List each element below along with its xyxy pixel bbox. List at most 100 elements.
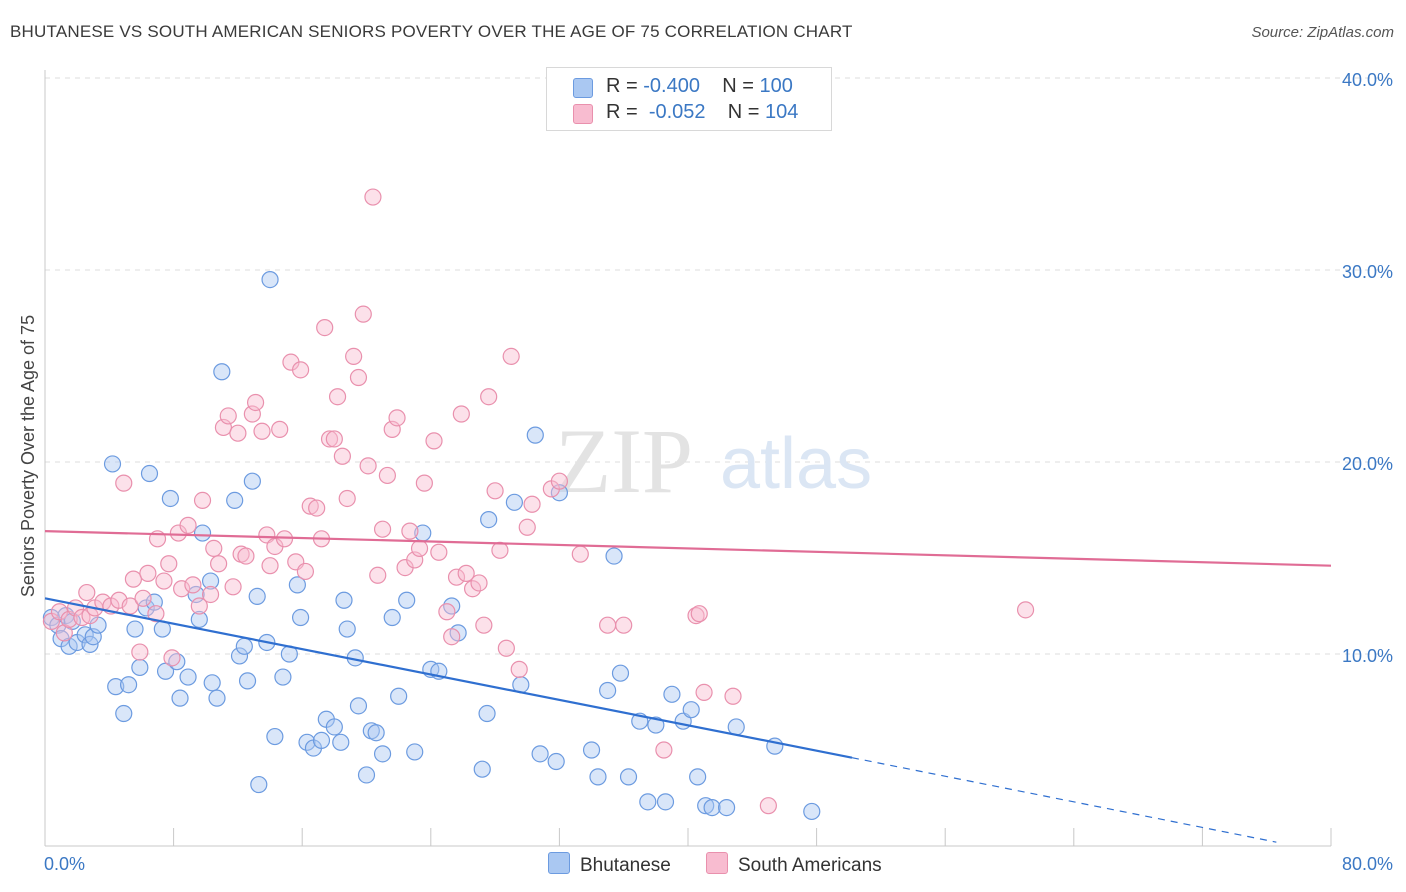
data-point — [531, 745, 549, 763]
data-point — [724, 687, 742, 705]
data-point — [213, 363, 231, 381]
data-point — [115, 704, 133, 723]
data-point — [119, 676, 138, 694]
data-point — [103, 455, 122, 473]
data-point — [226, 491, 244, 509]
data-point — [78, 583, 96, 602]
x-tick-label-min: 0.0% — [44, 854, 85, 874]
data-point — [238, 672, 257, 690]
data-point — [689, 768, 707, 786]
legend-swatch-south-americans — [573, 104, 593, 124]
axes — [44, 70, 1332, 847]
data-point — [134, 589, 152, 607]
data-point — [121, 597, 139, 615]
legend-r-value: -0.400 — [643, 75, 700, 97]
data-point — [373, 520, 392, 538]
series-south-americans — [42, 188, 1035, 815]
data-point — [486, 482, 504, 500]
data-point — [349, 368, 368, 387]
grid-lines — [45, 77, 1395, 655]
data-point — [203, 674, 221, 692]
data-point — [491, 541, 509, 559]
data-point — [443, 628, 461, 646]
data-point — [1016, 601, 1035, 619]
data-point — [320, 430, 339, 448]
data-point — [349, 697, 368, 715]
data-point — [398, 591, 416, 609]
data-point — [193, 491, 212, 509]
data-point — [354, 305, 372, 323]
data-point — [338, 489, 356, 508]
data-point — [190, 610, 208, 629]
data-point — [480, 510, 498, 529]
data-point — [682, 701, 700, 719]
data-point — [438, 603, 456, 621]
data-point — [655, 741, 673, 759]
legend-r-value: -0.052 — [648, 101, 706, 123]
data-point — [335, 591, 353, 609]
data-point — [452, 405, 470, 423]
data-point — [388, 409, 406, 427]
data-point — [107, 678, 125, 696]
data-point — [291, 361, 310, 379]
data-point — [155, 572, 173, 590]
data-point — [550, 472, 569, 490]
data-point — [547, 752, 565, 771]
data-point — [369, 566, 387, 584]
watermark-zip: ZIP — [555, 410, 693, 512]
data-point — [599, 681, 617, 700]
data-point — [333, 447, 351, 465]
data-point — [190, 597, 208, 615]
data-point — [390, 687, 408, 705]
data-point — [582, 741, 601, 759]
data-point — [478, 704, 496, 723]
data-point — [656, 793, 675, 811]
data-point — [201, 585, 220, 604]
data-point — [473, 760, 491, 778]
data-point — [271, 420, 289, 438]
data-point — [261, 271, 279, 289]
data-point — [126, 620, 144, 638]
data-point — [727, 718, 745, 736]
data-point — [430, 543, 448, 561]
data-point — [60, 637, 78, 655]
data-point — [338, 620, 356, 638]
data-point — [619, 768, 638, 786]
data-point — [647, 716, 665, 734]
data-point — [364, 188, 382, 206]
data-point — [230, 647, 249, 665]
data-point — [308, 499, 326, 517]
data-point — [401, 522, 419, 540]
trend-line-extension — [851, 757, 1277, 843]
data-point — [274, 668, 292, 686]
data-point — [248, 587, 266, 606]
data-point — [193, 524, 212, 542]
data-point — [250, 775, 268, 794]
data-point — [571, 545, 589, 563]
data-point — [163, 649, 181, 667]
data-point — [475, 616, 493, 634]
data-point — [179, 668, 197, 686]
source-label: Source: ZipAtlas.com — [1251, 24, 1394, 41]
data-point — [115, 474, 133, 492]
data-point — [470, 574, 488, 592]
watermark-atlas: atlas — [720, 424, 872, 504]
y-tick-label: 40.0% — [1342, 70, 1393, 90]
trend-line-bhutanese — [44, 597, 853, 759]
data-point — [367, 724, 385, 742]
data-point — [131, 658, 149, 677]
data-point — [208, 689, 226, 707]
data-point — [229, 424, 247, 442]
y-tick-label: 30.0% — [1342, 262, 1393, 282]
data-point — [296, 562, 315, 581]
data-point — [131, 643, 149, 661]
data-point — [697, 797, 715, 815]
data-point — [505, 493, 523, 511]
data-point — [201, 572, 220, 590]
data-point — [611, 664, 630, 682]
data-point — [447, 568, 466, 586]
data-point — [235, 637, 253, 655]
data-point — [599, 616, 617, 634]
data-point — [140, 464, 159, 483]
data-point — [415, 474, 433, 492]
